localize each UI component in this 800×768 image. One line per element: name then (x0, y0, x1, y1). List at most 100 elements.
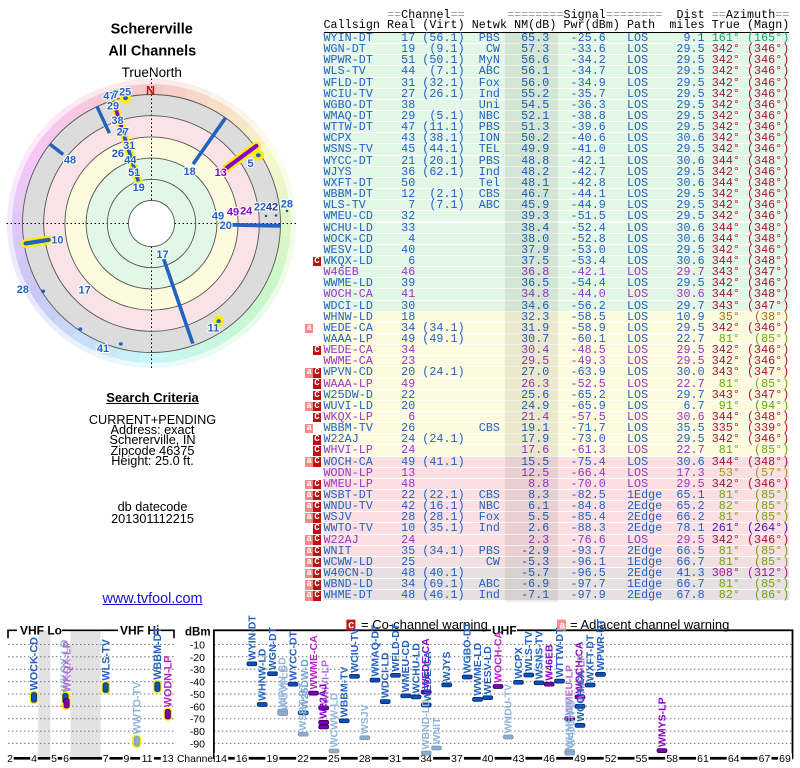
svg-text:26: 26 (112, 148, 124, 160)
svg-text:WHME-DT: WHME-DT (564, 698, 576, 749)
svg-text:22: 22 (297, 753, 309, 765)
svg-text:22: 22 (254, 202, 266, 214)
svg-text:-10: -10 (190, 640, 205, 652)
svg-text:WOCH-CA: WOCH-CA (492, 631, 504, 683)
svg-text:-70: -70 (190, 714, 205, 726)
svg-text:37: 37 (451, 753, 463, 765)
svg-text:WYIN-DT: WYIN-DT (246, 615, 258, 660)
svg-text:WMEU-CD: WMEU-CD (400, 640, 412, 692)
svg-text:= Adjacent channel warning: = Adjacent channel warning (570, 617, 729, 632)
svg-text:WSNS-TV: WSNS-TV (534, 631, 546, 679)
svg-text:10: 10 (51, 235, 63, 247)
svg-text:WWME-LD: WWME-LD (472, 642, 484, 695)
svg-text:51: 51 (128, 167, 140, 179)
svg-text:43: 43 (513, 753, 525, 765)
svg-text:27: 27 (117, 127, 129, 139)
svg-text:WBBM-TV: WBBM-TV (339, 666, 351, 717)
svg-text:a: a (559, 622, 565, 633)
svg-text:WLS-TV: WLS-TV (523, 631, 535, 671)
svg-text:WWME-CA: WWME-CA (308, 635, 320, 690)
svg-text:49: 49 (574, 753, 586, 765)
svg-text:-40: -40 (190, 677, 205, 689)
svg-text:49: 49 (212, 210, 224, 222)
svg-text:18: 18 (183, 166, 195, 178)
svg-text:4: 4 (31, 753, 37, 765)
svg-text:WCIU-TV: WCIU-TV (349, 628, 361, 673)
svg-text:20: 20 (220, 220, 232, 232)
svg-text:28: 28 (17, 284, 29, 296)
svg-text:-60: -60 (190, 701, 205, 713)
svg-text:WMAQ-DT: WMAQ-DT (369, 624, 381, 676)
svg-text:WODN-LP: WODN-LP (162, 656, 174, 708)
svg-text:67: 67 (759, 753, 771, 765)
svg-text:69: 69 (779, 753, 791, 765)
svg-text:41: 41 (97, 343, 109, 355)
svg-text:WPVN-CD: WPVN-CD (276, 657, 288, 708)
svg-text:WOCH-CA: WOCH-CA (575, 669, 587, 721)
svg-text:WYCC-DT: WYCC-DT (287, 630, 299, 680)
svg-text:17: 17 (78, 285, 90, 297)
svg-text:WHNW-LD: WHNW-LD (257, 648, 269, 701)
svg-text:52: 52 (605, 753, 617, 765)
svg-text:WPWR-DT: WPWR-DT (595, 618, 607, 670)
svg-text:WKQX-LP: WKQX-LP (62, 641, 74, 692)
svg-text:7: 7 (103, 753, 109, 765)
svg-text:WFLD-DT: WFLD-DT (390, 623, 402, 671)
svg-text:-30: -30 (190, 664, 205, 676)
svg-text:61: 61 (697, 753, 709, 765)
svg-text:WNDU-TV: WNDU-TV (503, 684, 515, 734)
svg-text:25: 25 (328, 753, 340, 765)
svg-text:WXFT-DT: WXFT-DT (585, 634, 597, 681)
svg-text:W40CN-D: W40CN-D (565, 700, 577, 748)
svg-text:40: 40 (482, 753, 494, 765)
svg-text:2: 2 (7, 753, 13, 765)
svg-text:WHVI-LP: WHVI-LP (319, 660, 331, 704)
svg-text:38: 38 (111, 115, 123, 127)
svg-text:VHF Lo: VHF Lo (20, 624, 62, 638)
svg-text:WLS-TV: WLS-TV (100, 638, 112, 680)
svg-text:16: 16 (236, 753, 248, 765)
svg-text:WBND-LD: WBND-LD (420, 699, 432, 750)
svg-text:WSJV: WSJV (359, 704, 371, 734)
svg-text:WSBT-DT: WSBT-DT (297, 682, 309, 730)
svg-text:13: 13 (162, 753, 174, 765)
svg-text:WUVI-LD: WUVI-LD (278, 665, 290, 710)
svg-text:WCWW-LD: WCWW-LD (328, 692, 340, 747)
svg-text:31: 31 (123, 140, 135, 152)
svg-text:17: 17 (156, 249, 168, 261)
svg-text:11: 11 (142, 753, 153, 765)
svg-text:47: 47 (103, 90, 115, 102)
svg-text:C: C (348, 622, 354, 633)
svg-text:W46EB: W46EB (544, 644, 556, 681)
svg-text:58: 58 (666, 753, 678, 765)
svg-text:25: 25 (119, 86, 131, 98)
svg-text:48: 48 (64, 154, 76, 166)
svg-text:46: 46 (543, 753, 555, 765)
svg-text:WWTO-TV: WWTO-TV (131, 681, 143, 734)
svg-text:WOCK-CD: WOCK-CD (29, 637, 41, 691)
svg-text:11: 11 (208, 323, 220, 335)
svg-text:All Channels: All Channels (108, 43, 196, 59)
svg-text:WMEU-LP: WMEU-LP (563, 665, 575, 715)
svg-text:N: N (146, 84, 155, 98)
svg-text:-80: -80 (190, 726, 205, 738)
svg-text:44: 44 (124, 155, 137, 167)
svg-text:WESV-LD: WESV-LD (482, 646, 494, 694)
svg-text:TrueNorth: TrueNorth (122, 65, 182, 80)
svg-text:9: 9 (123, 753, 129, 765)
svg-text:5: 5 (248, 158, 254, 170)
svg-text:WEDE-CA: WEDE-CA (420, 638, 432, 689)
svg-text:Schererville: Schererville (111, 22, 193, 38)
svg-text:31: 31 (390, 753, 402, 765)
svg-text:W25DW-D: W25DW-D (299, 659, 311, 709)
svg-text:28: 28 (359, 753, 371, 765)
svg-text:WAAA-LP: WAAA-LP (576, 654, 588, 703)
svg-text:= Co-channel warning: = Co-channel warning (361, 617, 488, 632)
svg-text:WCHU-LD: WCHU-LD (410, 643, 422, 694)
svg-text:28: 28 (281, 199, 293, 211)
svg-text:WEDE-CA: WEDE-CA (422, 651, 434, 702)
svg-text:29: 29 (107, 101, 119, 113)
svg-text:WKQX-LD: WKQX-LD (59, 639, 71, 691)
svg-text:WJYS: WJYS (441, 652, 453, 682)
svg-text:49: 49 (227, 206, 239, 218)
